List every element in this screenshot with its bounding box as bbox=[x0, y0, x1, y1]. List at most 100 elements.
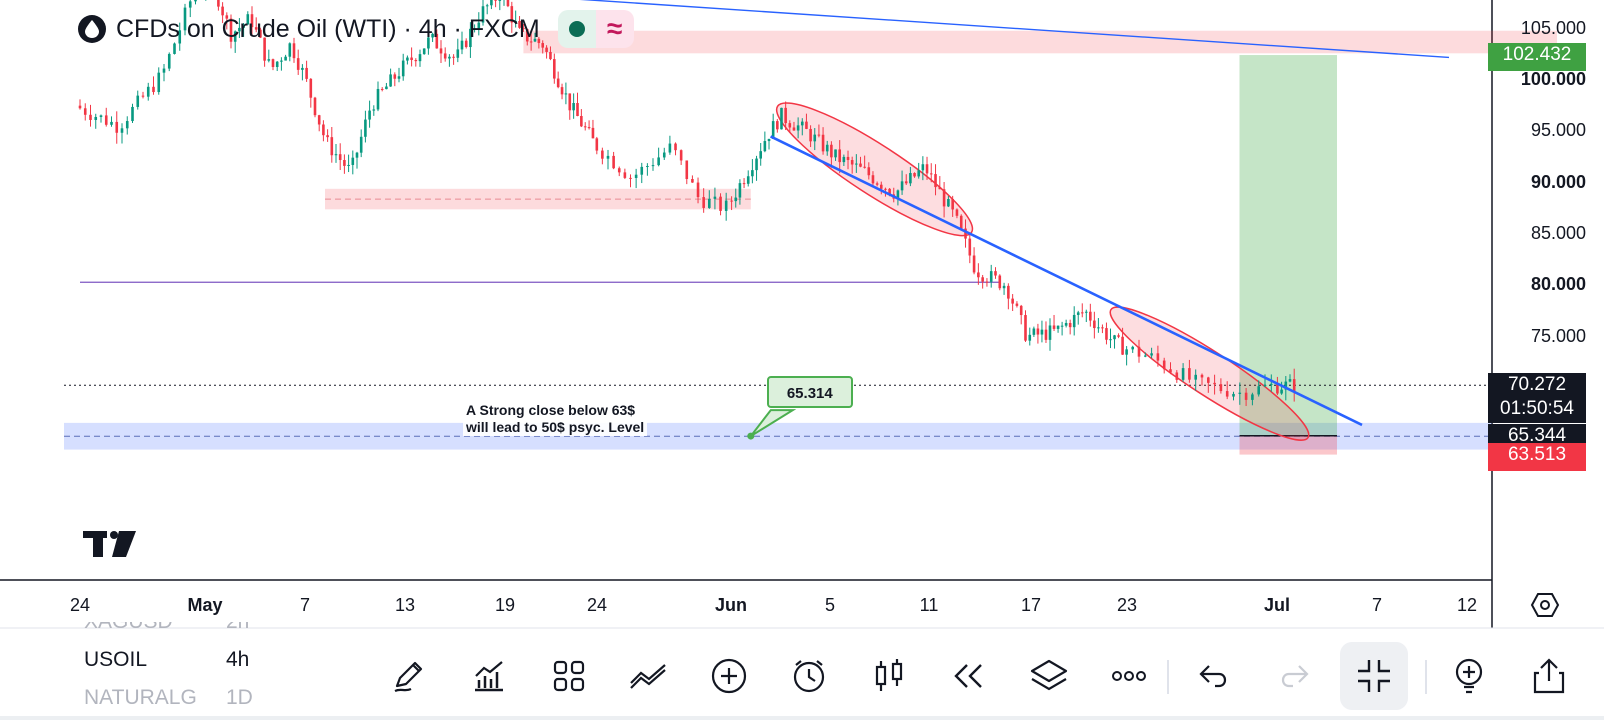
layout-grid-icon[interactable] bbox=[545, 652, 593, 700]
candle-body bbox=[634, 174, 638, 179]
candle-body bbox=[259, 29, 262, 38]
candle-body bbox=[1280, 389, 1283, 394]
chart-title-bar[interactable]: CFDs on Crude Oil (WTI) · 4h · FXCM ≈ bbox=[78, 10, 634, 48]
last-price-tag: 70.272 01:50:54 bbox=[1488, 373, 1586, 424]
candle-body bbox=[1032, 328, 1036, 335]
candle-body bbox=[719, 196, 722, 211]
candle-body bbox=[1251, 394, 1254, 400]
candle-body bbox=[707, 198, 711, 208]
add-idea-icon[interactable] bbox=[1445, 652, 1493, 700]
replay-icon[interactable] bbox=[945, 652, 993, 700]
market-open-dot-icon[interactable] bbox=[557, 10, 596, 48]
candle-body bbox=[94, 116, 98, 120]
tradingview-logo-icon bbox=[83, 531, 136, 557]
candle-body bbox=[1024, 315, 1027, 341]
candle-body bbox=[863, 166, 866, 168]
candle-body bbox=[372, 109, 376, 111]
time-label: 17 bbox=[1020, 595, 1042, 615]
price-callout[interactable]: 65.314 bbox=[766, 376, 853, 409]
candle-body bbox=[238, 27, 241, 32]
candle-body bbox=[1238, 392, 1242, 394]
candle-body bbox=[771, 121, 775, 139]
undo-icon[interactable] bbox=[1190, 652, 1238, 700]
indicators-icon[interactable] bbox=[465, 652, 513, 700]
candle-body bbox=[964, 228, 967, 239]
candle-body bbox=[1181, 368, 1185, 380]
chart-type-candles-icon[interactable] bbox=[865, 652, 913, 700]
candle-body bbox=[1011, 298, 1014, 304]
candle-body bbox=[498, 0, 502, 1]
candle-body bbox=[263, 37, 266, 61]
candle-body bbox=[146, 86, 150, 97]
candle-body bbox=[1169, 369, 1172, 373]
chart-title: CFDs on Crude Oil (WTI) · 4h · FXCM bbox=[116, 14, 540, 43]
candle-body bbox=[587, 127, 591, 129]
candle-body bbox=[141, 95, 145, 97]
alert-clock-icon[interactable] bbox=[785, 652, 833, 700]
more-icon[interactable] bbox=[1105, 652, 1153, 700]
candle-body bbox=[233, 31, 237, 42]
time-label: 23 bbox=[1116, 595, 1138, 615]
candle-body bbox=[359, 136, 363, 153]
candle-body bbox=[668, 143, 672, 153]
candle-body bbox=[1270, 383, 1273, 385]
watchlist-item-active[interactable]: USOIL 4h bbox=[84, 648, 250, 671]
candle-body bbox=[414, 60, 418, 62]
time-label: 7 bbox=[299, 595, 311, 615]
candle-body bbox=[510, 6, 514, 23]
layers-icon[interactable] bbox=[1025, 652, 1073, 700]
candle-body bbox=[679, 150, 683, 161]
chart-settings-icon[interactable] bbox=[1530, 590, 1560, 620]
candle-body bbox=[1093, 320, 1096, 329]
candle-body bbox=[595, 138, 599, 151]
redo-icon[interactable] bbox=[1270, 652, 1318, 700]
candle-body bbox=[685, 160, 689, 180]
candle-body bbox=[284, 56, 287, 61]
candle-body bbox=[601, 150, 604, 159]
time-label: May bbox=[187, 595, 223, 615]
candle-body bbox=[674, 143, 677, 151]
candle-body bbox=[696, 182, 700, 198]
candle-body bbox=[780, 107, 783, 130]
candle-body bbox=[456, 49, 460, 58]
collapse-fullscreen-icon[interactable] bbox=[1340, 642, 1408, 710]
candle-body bbox=[564, 93, 568, 95]
candle-body bbox=[640, 166, 644, 175]
candle-body bbox=[1068, 322, 1072, 328]
candle-body bbox=[1194, 374, 1197, 380]
watchlist-item[interactable]: NATURALG 1D bbox=[84, 686, 253, 709]
candle-body bbox=[871, 175, 875, 184]
candle-body bbox=[884, 188, 887, 190]
watchlist-item[interactable]: XAGUSD2h bbox=[84, 622, 249, 634]
candle-body bbox=[867, 167, 871, 176]
candle-body bbox=[1040, 329, 1044, 335]
target-price-tag-value: 102.432 bbox=[1502, 44, 1572, 66]
candle-body bbox=[580, 116, 583, 127]
candle-body bbox=[947, 199, 950, 207]
candle-body bbox=[1162, 360, 1166, 370]
candle-body bbox=[805, 121, 808, 129]
candle-body bbox=[859, 163, 862, 167]
drawing-pen-icon[interactable] bbox=[385, 652, 433, 700]
indicator-wave-icon[interactable]: ≈ bbox=[595, 10, 634, 48]
candle-body bbox=[490, 0, 493, 6]
candle-body bbox=[842, 156, 846, 163]
candle-body bbox=[549, 51, 552, 60]
chart-annotation[interactable]: A Strong close below 63$ will lead to 50… bbox=[463, 402, 648, 436]
candle-body bbox=[406, 57, 409, 61]
candle-body bbox=[173, 43, 176, 54]
add-icon[interactable] bbox=[705, 652, 753, 700]
share-icon[interactable] bbox=[1525, 652, 1573, 700]
candle-body bbox=[955, 209, 959, 216]
time-label: 24 bbox=[586, 595, 608, 615]
candle-body bbox=[1036, 328, 1040, 335]
drawing-tools-icon[interactable] bbox=[625, 652, 673, 700]
time-label: Jun bbox=[714, 595, 748, 615]
candle-body bbox=[326, 135, 329, 138]
candle-body bbox=[1150, 353, 1153, 356]
candle-body bbox=[1028, 334, 1032, 341]
candle-body bbox=[1175, 372, 1179, 380]
candle-body bbox=[917, 170, 921, 177]
